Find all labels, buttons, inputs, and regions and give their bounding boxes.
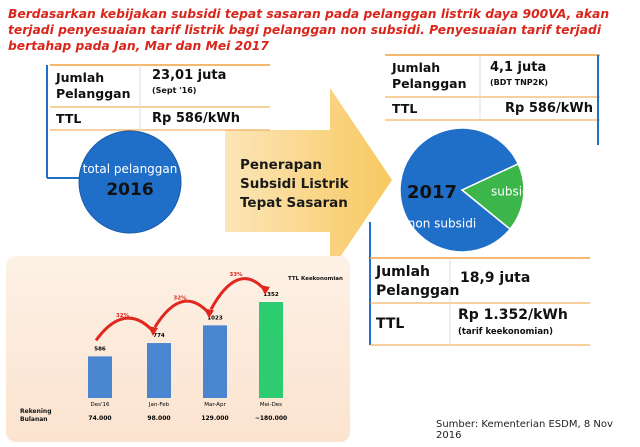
row-label: TTL — [376, 316, 405, 332]
pie-slice — [399, 127, 520, 253]
row-value: ~180.000 — [255, 415, 287, 422]
value-label: 586 — [94, 346, 106, 352]
row-label: Jumlah Pelanggan — [392, 60, 467, 91]
row-label: TTL — [56, 111, 82, 126]
row-value: 98.000 — [147, 415, 170, 422]
x-tick-label: Mar-Apr — [204, 402, 226, 408]
row-value: 129.000 — [201, 415, 228, 422]
header: Berdasarkan kebijakan subsidi tepat sasa… — [8, 7, 610, 53]
pie-title: 2017 — [407, 182, 457, 203]
growth-arrow — [94, 316, 155, 342]
growth-label: 32% — [116, 313, 130, 319]
row-label: TTL — [392, 101, 418, 116]
row-value: Rp 1.352/kWh — [458, 307, 568, 323]
panel — [50, 65, 270, 130]
circle-year: 2016 — [106, 180, 154, 200]
row-note: (Sept '16) — [152, 86, 197, 95]
bar — [88, 356, 112, 398]
row-value: 18,9 juta — [460, 270, 531, 286]
row-label: Jumlah Pelanggan — [376, 264, 460, 299]
row-value: 4,1 juta — [490, 60, 547, 75]
legend-label: TTL Keekonomian — [288, 276, 343, 282]
x-tick-label: Mei-Des — [260, 402, 282, 408]
bar — [203, 325, 227, 398]
row-label: Jumlah Pelanggan — [56, 70, 131, 101]
circle-label: total pelanggan — [82, 162, 178, 176]
arrow-shape — [225, 88, 392, 272]
row-value: 23,01 juta — [152, 68, 227, 83]
row-label: Rekening Bulanan — [20, 408, 52, 423]
growth-arrow — [153, 299, 211, 328]
circle-2016 — [78, 130, 182, 234]
value-label: 1352 — [263, 292, 278, 298]
value-label: 774 — [153, 333, 165, 339]
slice-label: non subsidi — [408, 217, 476, 231]
arrow-head — [148, 326, 158, 337]
value-label: 1023 — [207, 315, 222, 321]
row-value: 74.000 — [88, 415, 111, 422]
arrow-text: Penerapan Subsidi Listrik Tepat Sasaran — [240, 157, 349, 211]
arrow-head — [260, 285, 270, 295]
row-value: Rp 586/kWh — [505, 101, 593, 116]
growth-label: 33% — [229, 272, 243, 278]
x-tick-label: Jan-Feb — [148, 402, 170, 408]
row-value: Rp 586/kWh — [152, 111, 240, 126]
arrow-head — [204, 308, 214, 319]
slice-label: subsidi — [491, 185, 533, 199]
bar — [147, 343, 171, 398]
row-note: (BDT TNP2K) — [490, 78, 549, 87]
bar — [259, 302, 283, 398]
growth-label: 32% — [173, 295, 187, 301]
growth-arrow — [209, 277, 267, 311]
pie-slice — [460, 162, 525, 231]
x-tick-label: Des'16 — [91, 402, 110, 408]
row-note: (tarif keekonomian) — [458, 327, 553, 337]
source: Sumber: Kementerian ESDM, 8 Nov 2016 — [436, 419, 613, 441]
